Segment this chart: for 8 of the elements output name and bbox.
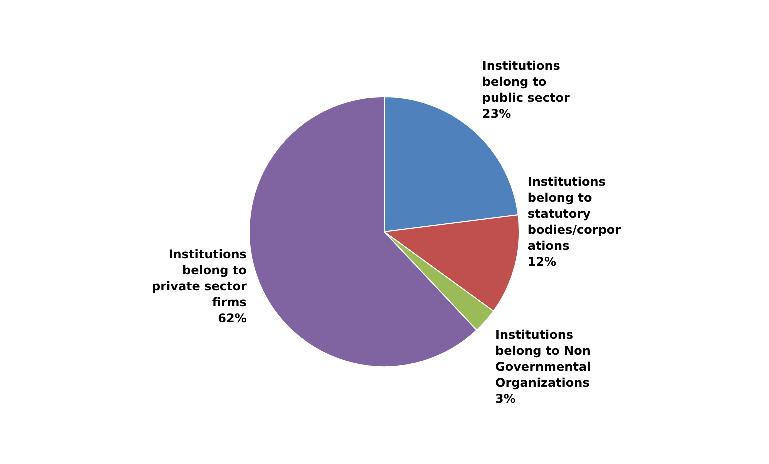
slice-label: Institutions belong to statutory bodies/corporations [528,174,622,253]
slice-label: Institutions belong to public sector [482,58,570,105]
slice-label: Institutions belong to private sector firms [152,247,247,310]
data-label: 3% [496,392,516,406]
data-label: 23% [482,106,512,121]
data-label: 62% [218,311,247,326]
data-label: 12% [528,254,557,269]
slice-label: Institutions belong to Non Governmental Organizations [496,328,592,390]
